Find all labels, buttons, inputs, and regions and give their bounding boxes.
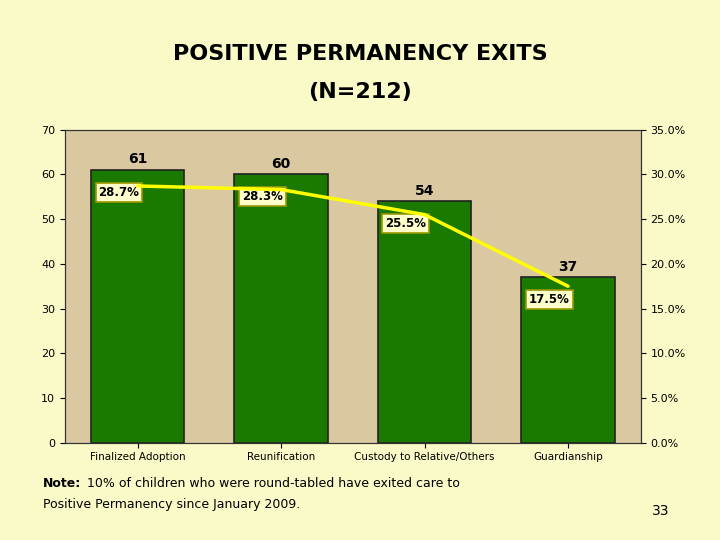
Text: 33: 33 <box>652 504 670 518</box>
Text: 28.3%: 28.3% <box>242 190 283 203</box>
Text: 54: 54 <box>415 184 434 198</box>
Text: (N=212): (N=212) <box>308 82 412 102</box>
Text: 37: 37 <box>559 260 577 274</box>
Bar <box>235 174 328 443</box>
Text: Positive Permanency since January 2009.: Positive Permanency since January 2009. <box>43 498 300 511</box>
Text: POSITIVE PERMANENCY EXITS: POSITIVE PERMANENCY EXITS <box>173 44 547 64</box>
Text: Note:: Note: <box>43 477 81 490</box>
Bar <box>378 201 471 443</box>
Bar <box>521 277 615 443</box>
Text: 10% of children who were round-tabled have exited care to: 10% of children who were round-tabled ha… <box>83 477 459 490</box>
Bar <box>91 170 184 443</box>
Text: 60: 60 <box>271 157 291 171</box>
Text: 61: 61 <box>128 152 148 166</box>
Text: 17.5%: 17.5% <box>529 293 570 306</box>
Text: 25.5%: 25.5% <box>385 217 426 230</box>
Text: 28.7%: 28.7% <box>99 186 140 199</box>
